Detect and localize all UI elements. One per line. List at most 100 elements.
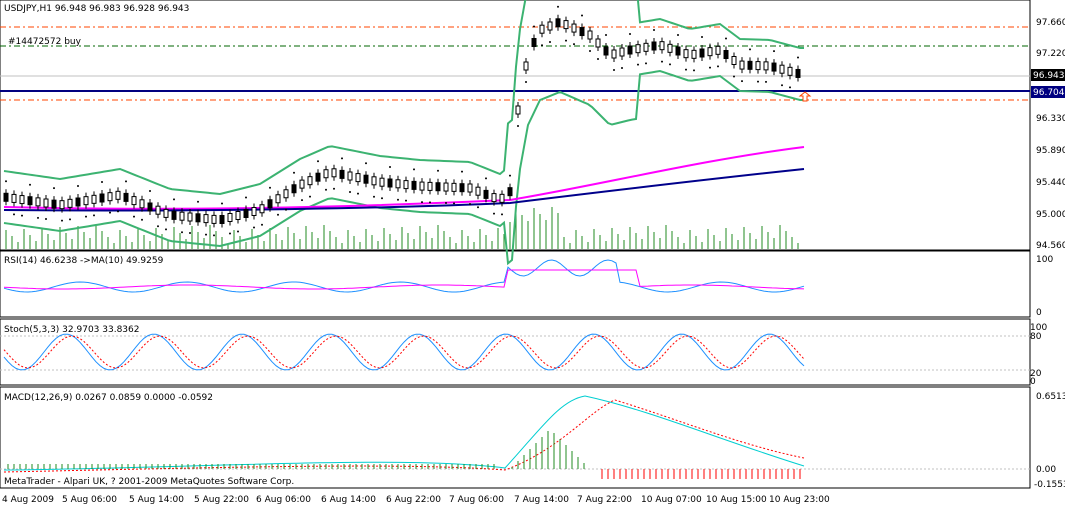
price-tick: 95.890 — [1036, 146, 1065, 156]
candle-body — [659, 41, 665, 51]
candle-body — [427, 181, 433, 191]
sar-dot — [245, 196, 247, 199]
candle-body — [475, 186, 481, 196]
candle-body — [707, 47, 713, 57]
sar-dot — [213, 234, 215, 237]
sar-dot — [725, 37, 727, 40]
sar-dot — [701, 36, 703, 38]
price-axis: 97.660 97.220 96.330 95.890 95.440 95.00… — [1036, 18, 1065, 251]
candle-body — [363, 174, 369, 184]
candle-body — [67, 198, 73, 208]
sar-dot — [349, 191, 351, 193]
candle-body — [451, 182, 457, 192]
rsi-tick: 0 — [1036, 308, 1042, 318]
ma-fast-line — [3, 146, 805, 210]
sar-dot — [549, 41, 551, 43]
sar-dot — [261, 223, 263, 226]
candle-body — [123, 192, 129, 202]
sar-dot — [125, 180, 127, 183]
candle-body — [531, 38, 537, 47]
candle-body — [75, 197, 81, 207]
current-price-tag — [1031, 69, 1065, 81]
sar-dot — [341, 157, 343, 160]
sar-dot — [661, 60, 663, 63]
sar-dot — [333, 187, 335, 190]
sar-dot — [165, 228, 167, 231]
candle-body — [91, 194, 97, 204]
sar-dot — [37, 216, 39, 219]
candle-body — [547, 21, 553, 31]
candle-body — [99, 193, 105, 203]
sar-dot — [357, 192, 359, 195]
sar-dot — [149, 190, 151, 192]
stoch-main-line — [3, 333, 805, 371]
candle-body — [627, 45, 633, 55]
candle-body — [795, 68, 801, 78]
sar-dot — [85, 215, 87, 218]
candle-body — [731, 56, 737, 65]
candle-body — [107, 192, 113, 202]
sar-dot — [317, 160, 319, 163]
rsi-label: RSI(14) 46.6238 ->MA(10) 49.9259 — [4, 256, 164, 266]
sar-dot — [293, 171, 295, 174]
sar-dot — [637, 63, 639, 66]
candle-body — [571, 23, 577, 33]
candle-body — [219, 215, 225, 224]
macd-pane[interactable] — [0, 386, 1031, 489]
candle-body — [579, 27, 585, 37]
candle-body — [331, 168, 337, 178]
sar-dot — [741, 80, 743, 83]
candle-body — [355, 173, 361, 183]
rsi-plot — [3, 259, 805, 293]
price-tick: 95.000 — [1036, 210, 1065, 220]
sar-dot — [429, 201, 431, 204]
candle-body — [563, 20, 569, 30]
candle-body — [587, 30, 593, 40]
sar-dot — [773, 50, 775, 53]
sar-dot — [629, 33, 631, 35]
stoch-pane[interactable] — [0, 318, 1031, 386]
sar-dot — [109, 211, 111, 214]
candle-body — [643, 42, 649, 52]
candle-body — [387, 178, 393, 188]
sar-dot — [565, 39, 567, 42]
sar-dot — [765, 80, 767, 83]
sar-dot — [69, 218, 71, 221]
sar-dot — [397, 198, 399, 201]
price-tick: 95.440 — [1036, 178, 1065, 188]
candle-body — [315, 172, 321, 182]
sar-dot — [29, 183, 31, 186]
sar-dot — [269, 186, 271, 189]
sar-dot — [181, 231, 183, 234]
sar-dot — [189, 232, 191, 234]
sar-dot — [477, 206, 479, 209]
sar-dot — [133, 215, 135, 218]
time-tick: 10 Aug 15:00 — [706, 495, 767, 505]
macd-label: MACD(12,26,9) 0.0267 0.0859 0.0000 -0.05… — [4, 393, 213, 403]
sar-dot — [789, 86, 791, 89]
sar-dot — [581, 14, 583, 17]
candle-body — [555, 18, 561, 28]
sar-dot — [381, 197, 383, 200]
rsi-line — [3, 259, 805, 293]
order-price-text: 96.704 — [1033, 88, 1065, 98]
candle-body — [59, 200, 65, 210]
candle-body — [83, 196, 89, 206]
candle-body — [227, 213, 233, 222]
candle-body — [259, 204, 265, 214]
sar-dot — [77, 185, 79, 187]
buy-arrow-icon[interactable] — [798, 91, 812, 102]
stoch-tick: 100 — [1030, 323, 1047, 333]
sar-dot — [285, 208, 287, 211]
order-price-tag — [1031, 86, 1065, 98]
sar-dot — [117, 210, 119, 213]
candle-body — [211, 214, 217, 224]
candle-body — [51, 199, 57, 209]
sar-dot — [517, 125, 519, 127]
time-tick: 7 Aug 14:00 — [514, 495, 569, 505]
sar-dot — [389, 166, 391, 168]
candle-body — [651, 41, 657, 51]
sar-dot — [197, 200, 199, 203]
sar-dot — [693, 69, 695, 72]
